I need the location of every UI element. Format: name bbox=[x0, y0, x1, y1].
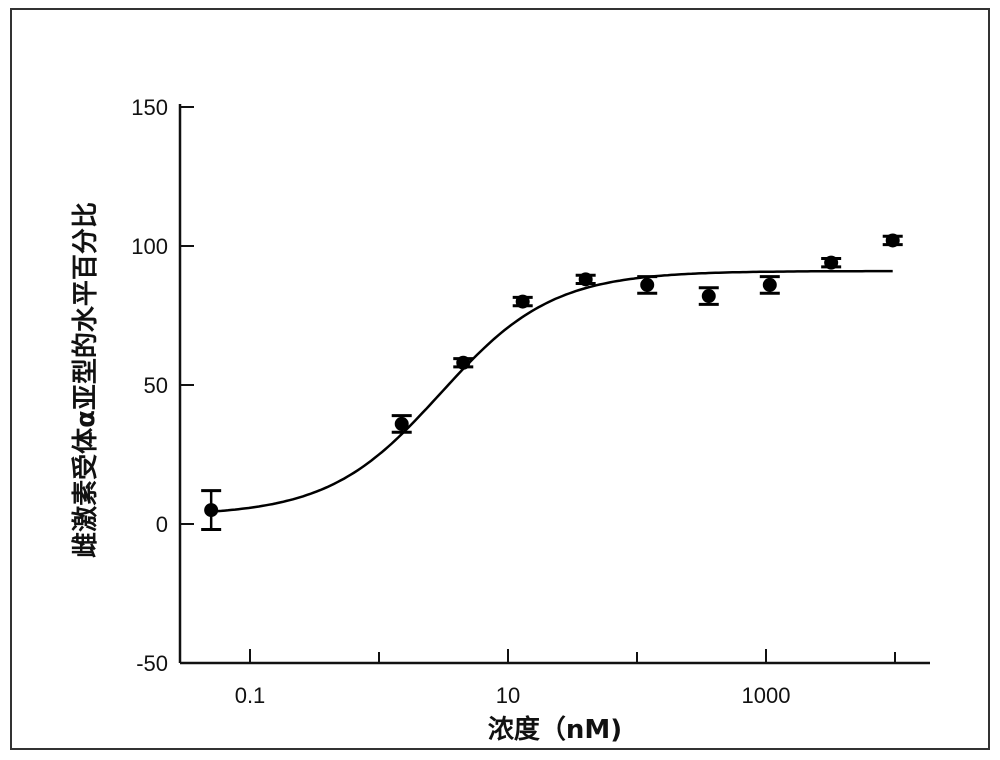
y-tick-label: 100 bbox=[131, 234, 168, 259]
y-axis-label: 雌激素受体α亚型的水平百分比 bbox=[70, 202, 101, 558]
y-tick-label: 150 bbox=[131, 95, 168, 120]
data-point bbox=[702, 289, 716, 303]
y-tick-label: -50 bbox=[136, 651, 168, 676]
x-tick-label: 0.1 bbox=[235, 683, 266, 708]
data-point bbox=[204, 503, 218, 517]
fit-curve bbox=[211, 271, 893, 512]
data-point bbox=[886, 233, 900, 247]
data-point bbox=[516, 295, 530, 309]
x-tick-label: 1000 bbox=[742, 683, 791, 708]
data-point bbox=[824, 256, 838, 270]
data-point bbox=[763, 278, 777, 292]
data-point bbox=[640, 278, 654, 292]
y-tick-label: 0 bbox=[156, 512, 168, 537]
y-tick-label: 50 bbox=[144, 373, 168, 398]
chart: -50 0 50 100 150 0.1 10 1000 浓度（nM) 雌激素受体α亚型的水平… bbox=[0, 0, 1000, 760]
x-tick-label: 10 bbox=[496, 683, 520, 708]
data-point bbox=[456, 356, 470, 370]
x-axis-label: 浓度（nM) bbox=[488, 714, 622, 745]
data-point bbox=[579, 272, 593, 286]
data-point bbox=[395, 417, 409, 431]
